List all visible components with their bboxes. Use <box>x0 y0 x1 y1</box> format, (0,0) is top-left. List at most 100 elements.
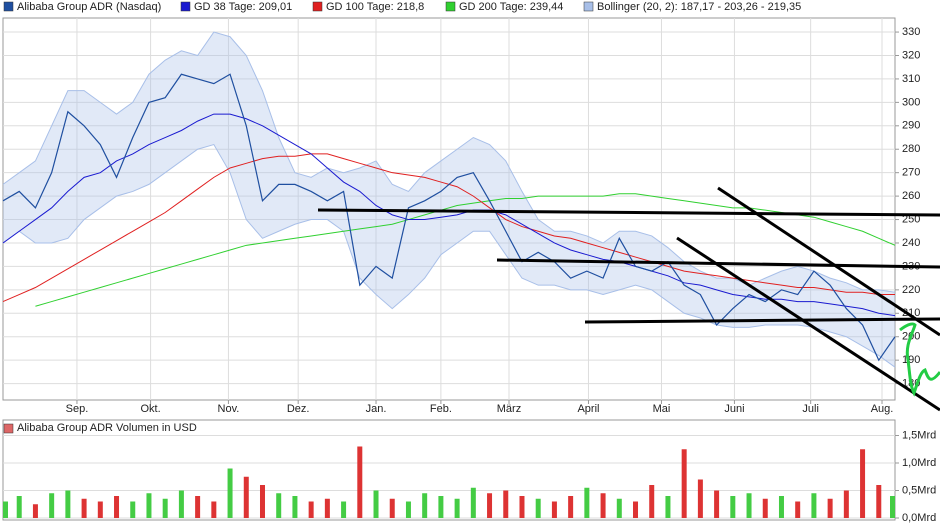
x-tick-label: Nov. <box>218 403 240 415</box>
volume-bar <box>860 449 866 518</box>
volume-bar <box>259 485 265 518</box>
legend-label: GD 100 Tage: 218,8 <box>326 1 424 13</box>
volume-bar <box>178 490 184 518</box>
volume-bar <box>438 496 444 518</box>
x-tick-label: Dez. <box>287 403 310 415</box>
bollinger-area <box>3 32 895 368</box>
volume-bar <box>795 501 801 518</box>
trend-line <box>584 317 940 324</box>
volume-bar <box>681 449 687 518</box>
volume-bar <box>422 493 428 518</box>
price-frame <box>2 17 896 401</box>
y-tick-label: 310 <box>902 73 920 85</box>
volume-bar <box>146 493 152 518</box>
volume-bar <box>633 501 639 518</box>
y-tick-label: 0,0Mrd <box>902 512 936 524</box>
x-tick-label: Mai <box>653 403 671 415</box>
series-line <box>35 193 896 307</box>
volume-bar <box>811 493 817 518</box>
volume-bar <box>890 496 895 518</box>
volume-bar <box>600 493 606 518</box>
volume-bar <box>778 496 784 518</box>
legend-swatch <box>3 1 14 12</box>
volume-bar <box>341 501 347 518</box>
legend-label: Bollinger (20, 2): 187,17 - 203,26 - 219… <box>597 1 801 13</box>
volume-bar <box>535 498 541 518</box>
volume-bar <box>584 487 590 518</box>
volume-bar <box>470 487 476 518</box>
volume-bar <box>762 498 768 518</box>
x-tick-label: März <box>497 403 521 415</box>
volume-bar <box>746 493 752 518</box>
bollinger-lower <box>2 143 896 368</box>
x-tick-label: Sep. <box>66 403 89 415</box>
hand-arrow <box>899 322 940 397</box>
volume-bar <box>405 501 411 518</box>
volume-bar <box>211 501 217 518</box>
trend-lines <box>317 186 940 412</box>
y-tick-label: 330 <box>902 26 920 38</box>
x-tick-label: Juli <box>802 403 819 415</box>
volume-frame <box>2 419 896 521</box>
trend-line <box>717 186 940 337</box>
y-tick-label: 250 <box>902 213 920 225</box>
volume-bar <box>16 496 22 518</box>
legend-label: GD 38 Tage: 209,01 <box>194 1 292 13</box>
y-tick-label: 300 <box>902 96 920 108</box>
volume-bar <box>454 498 460 518</box>
volume-bar <box>276 493 282 518</box>
volume-bar <box>697 479 703 518</box>
volume-bar <box>487 493 493 518</box>
volume-bar <box>827 498 833 518</box>
volume-bar <box>324 498 330 518</box>
y-tick-label: 290 <box>902 120 920 132</box>
y-tick-label: 280 <box>902 143 920 155</box>
y-tick-label: 240 <box>902 237 920 249</box>
volume-bar <box>519 496 525 518</box>
legend-swatch <box>583 1 594 12</box>
volume-bar <box>32 504 38 518</box>
volume-bar <box>227 468 233 518</box>
volume-bar <box>551 501 557 518</box>
trend-line <box>317 208 940 217</box>
legend-swatch <box>3 423 14 434</box>
y-tick-label: 320 <box>902 49 920 61</box>
y-tick-label: 0,5Mrd <box>902 484 936 496</box>
y-tick-label: 210 <box>902 307 920 319</box>
y-tick-label: 190 <box>902 354 920 366</box>
volume-bar <box>357 446 363 518</box>
legend-swatch <box>312 1 323 12</box>
x-tick-label: Jan. <box>366 403 387 415</box>
volume-bar <box>730 496 736 518</box>
volume-bar <box>162 498 168 518</box>
y-tick-label: 260 <box>902 190 920 202</box>
volume-bar <box>243 476 249 518</box>
volume-bar <box>503 490 509 518</box>
x-tick-label: Aug. <box>871 403 894 415</box>
trend-line <box>676 236 940 412</box>
volume-bar <box>389 498 395 518</box>
volume-bar <box>97 501 103 518</box>
volume-bar <box>714 490 720 518</box>
legend-swatch <box>180 1 191 12</box>
y-tick-label: 1,5Mrd <box>902 429 936 441</box>
volume-bar <box>876 485 882 518</box>
y-tick-label: 270 <box>902 167 920 179</box>
volume-bar <box>373 490 379 518</box>
volume-bar <box>3 501 8 518</box>
volume-bar <box>114 496 120 518</box>
y-tick-label: 220 <box>902 284 920 296</box>
volume-bar <box>81 498 87 518</box>
legend-label: Alibaba Group ADR (Nasdaq) <box>17 1 161 13</box>
x-tick-label: Juni <box>724 403 744 415</box>
x-tick-label: April <box>577 403 599 415</box>
y-tick-label: 1,0Mrd <box>902 457 936 469</box>
volume-bar <box>843 490 849 518</box>
volume-bar <box>65 490 71 518</box>
legend-swatch <box>445 1 456 12</box>
volume-bar <box>195 496 201 518</box>
volume-bar <box>665 496 671 518</box>
x-tick-label: Feb. <box>430 403 452 415</box>
